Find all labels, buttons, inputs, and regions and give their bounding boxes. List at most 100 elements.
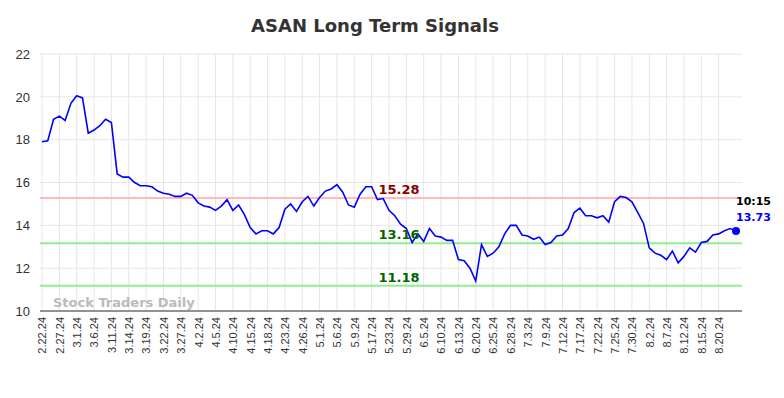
level-line xyxy=(40,242,742,244)
level-line xyxy=(40,285,742,287)
x-tick: 8.20.24 xyxy=(713,311,725,354)
last-value: 13.73 xyxy=(736,211,771,224)
x-tick-label: 3.6.24 xyxy=(88,317,100,348)
x-tick-label: 2.27.24 xyxy=(54,317,66,354)
level-label: 15.28 xyxy=(378,182,419,197)
x-tick-label: 4.26.24 xyxy=(297,317,309,354)
grid-line-x xyxy=(59,54,60,311)
y-tick-label: 14 xyxy=(16,218,30,233)
x-tick-label: 3.11.24 xyxy=(106,317,118,353)
x-tick-label: 7.22.24 xyxy=(592,317,604,354)
x-tick-label: 4.2.24 xyxy=(193,317,205,348)
grid-line-x xyxy=(562,54,563,311)
x-axis: 2.22.24 2.27.24 3.1.24 3.6.24 3.11.24 3.14.24… xyxy=(36,311,742,354)
grid-line-x xyxy=(42,54,43,311)
x-tick: 2.22.24 xyxy=(36,311,48,354)
x-tick: 7.22.24 xyxy=(592,311,604,354)
x-tick: 4.26.24 xyxy=(297,311,309,354)
y-tick: 22 xyxy=(16,47,40,62)
x-tick-label: 5.17.24 xyxy=(366,317,378,354)
x-tick-label: 6.13.24 xyxy=(453,317,465,354)
x-tick-label: 6.20.24 xyxy=(470,317,482,354)
x-tick: 3.11.24 xyxy=(106,311,118,353)
y-tick: 10 xyxy=(16,304,40,319)
grid-line-x xyxy=(267,54,268,311)
x-tick: 5.6.24 xyxy=(331,311,343,348)
x-tick-label: 8.20.24 xyxy=(713,317,725,354)
y-tick: 12 xyxy=(16,261,40,276)
x-tick: 5.9.24 xyxy=(349,311,361,348)
grid-line-y xyxy=(40,54,742,55)
level-label: 13.16 xyxy=(378,227,419,242)
x-tick: 6.13.24 xyxy=(453,311,465,354)
x-tick-label: 3.19.24 xyxy=(140,317,152,354)
x-tick-label: 8.7.24 xyxy=(661,317,673,348)
x-tick: 7.3.24 xyxy=(522,311,534,348)
grid-line-y xyxy=(40,225,742,226)
level-label: 11.18 xyxy=(378,270,419,285)
x-tick: 5.29.24 xyxy=(401,311,413,354)
x-tick: 8.12.24 xyxy=(678,311,690,354)
x-tick-label: 7.9.24 xyxy=(540,317,552,348)
x-tick-label: 7.30.24 xyxy=(626,317,638,354)
x-tick: 4.5.24 xyxy=(210,311,222,348)
x-tick: 6.5.24 xyxy=(418,311,430,348)
x-tick: 3.6.24 xyxy=(88,311,100,348)
x-tick: 7.30.24 xyxy=(626,311,638,354)
grid-line-x xyxy=(163,54,164,311)
y-tick-label: 10 xyxy=(16,304,30,319)
grid-line-x xyxy=(718,54,719,311)
x-tick: 6.25.24 xyxy=(487,311,499,354)
y-tick: 20 xyxy=(16,89,40,104)
x-tick-label: 2.22.24 xyxy=(36,317,48,354)
x-tick: 5.17.24 xyxy=(366,311,378,354)
grid-line-y xyxy=(40,268,742,269)
y-tick: 16 xyxy=(16,175,40,190)
x-tick: 6.28.24 xyxy=(505,311,517,354)
grid-line-x xyxy=(319,54,320,311)
price-line xyxy=(42,96,736,281)
x-tick: 3.27.24 xyxy=(175,311,187,354)
grid-line-x xyxy=(493,54,494,311)
grid-line-x xyxy=(284,54,285,311)
x-tick-label: 5.29.24 xyxy=(401,317,413,354)
x-axis-line xyxy=(40,311,742,312)
x-tick: 4.15.24 xyxy=(245,311,257,354)
x-tick-label: 4.10.24 xyxy=(227,317,239,354)
grid-line-x xyxy=(128,54,129,311)
y-tick-label: 18 xyxy=(16,132,30,147)
grid-line-x xyxy=(666,54,667,311)
grid-line-x xyxy=(441,54,442,311)
plot-area xyxy=(40,96,742,286)
grid-line-x xyxy=(701,54,702,311)
y-axis-line xyxy=(40,55,41,312)
x-tick-label: 5.6.24 xyxy=(331,317,343,348)
grid-line-x xyxy=(614,54,615,311)
grid-line-x xyxy=(76,54,77,311)
grid-line-x xyxy=(94,54,95,311)
grid-line-y xyxy=(40,96,742,97)
grid-line-x xyxy=(579,54,580,311)
x-tick-label: 7.12.24 xyxy=(557,317,569,354)
x-tick: 2.27.24 xyxy=(54,311,66,354)
grid-line-x xyxy=(649,54,650,311)
x-tick: 7.12.24 xyxy=(557,311,569,354)
x-tick: 5.23.24 xyxy=(383,311,395,354)
grid-line-x xyxy=(371,54,372,311)
x-tick: 8.7.24 xyxy=(661,311,673,348)
x-tick: 6.10.24 xyxy=(435,311,447,354)
x-tick: 7.17.24 xyxy=(574,311,586,354)
x-tick-label: 3.14.24 xyxy=(123,317,135,354)
x-tick-label: 8.2.24 xyxy=(644,317,656,348)
x-tick-label: 4.15.24 xyxy=(245,317,257,354)
x-tick-label: 6.5.24 xyxy=(418,317,430,348)
x-tick-label: 3.1.24 xyxy=(71,317,83,348)
x-tick: 4.2.24 xyxy=(193,311,205,348)
grid-line-x xyxy=(215,54,216,311)
x-tick-label: 5.23.24 xyxy=(383,317,395,354)
chart: ASAN Long Term Signals101214161820222.22… xyxy=(0,0,784,398)
x-tick: 3.19.24 xyxy=(140,311,152,354)
x-tick-label: 3.22.24 xyxy=(158,317,170,354)
last-point xyxy=(732,227,740,235)
x-tick-label: 8.12.24 xyxy=(678,317,690,354)
